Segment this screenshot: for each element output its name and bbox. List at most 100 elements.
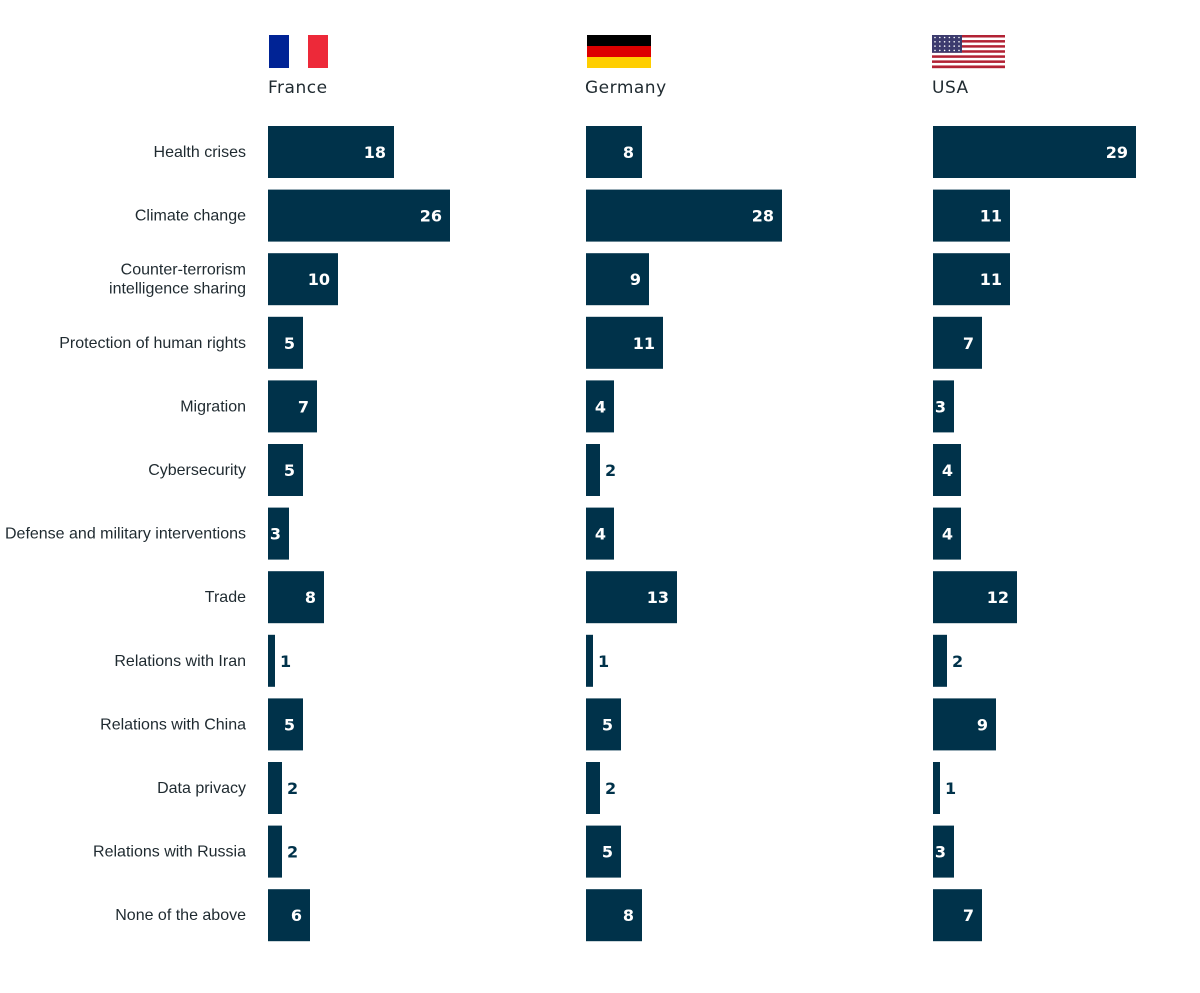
bar-usa bbox=[933, 889, 982, 942]
bar-france bbox=[268, 507, 289, 560]
value-label: 3 bbox=[935, 843, 946, 862]
value-label: 3 bbox=[270, 525, 281, 544]
value-label: 5 bbox=[284, 461, 295, 480]
bar-germany bbox=[586, 380, 614, 433]
value-label: 10 bbox=[308, 270, 330, 289]
bar-usa bbox=[933, 762, 940, 814]
category-label: None of the above bbox=[115, 907, 246, 924]
value-label: 1 bbox=[598, 652, 609, 671]
value-label: 18 bbox=[364, 143, 386, 162]
value-label: 2 bbox=[605, 461, 616, 480]
category-label: Trade bbox=[205, 589, 246, 606]
bar-france bbox=[268, 253, 338, 306]
value-label: 7 bbox=[298, 397, 309, 416]
value-label: 28 bbox=[752, 207, 774, 226]
value-label: 3 bbox=[935, 397, 946, 416]
bar-usa bbox=[933, 126, 1136, 178]
bar-usa bbox=[933, 634, 947, 687]
france-flag-icon bbox=[269, 35, 328, 68]
value-label: 5 bbox=[602, 715, 613, 734]
category-label: Relations with Russia bbox=[93, 844, 246, 861]
bar-usa bbox=[933, 825, 954, 878]
value-label: 4 bbox=[942, 525, 953, 544]
bar-usa bbox=[933, 253, 1010, 306]
country-label-usa: USA bbox=[932, 78, 969, 98]
bar-france bbox=[268, 571, 324, 624]
category-label: Counter-terrorism intelligence sharing bbox=[109, 262, 246, 298]
panel-usa: USA bbox=[932, 35, 1005, 98]
value-label: 12 bbox=[987, 588, 1009, 607]
bar-germany bbox=[586, 507, 614, 560]
value-label: 5 bbox=[284, 715, 295, 734]
category-label: Health crises bbox=[154, 144, 246, 161]
bar-germany bbox=[586, 126, 642, 178]
category-label: Protection of human rights bbox=[59, 335, 246, 352]
bar-germany bbox=[586, 698, 621, 751]
value-label: 2 bbox=[952, 652, 963, 671]
bars: 1826105753815226828911424131525829111173… bbox=[268, 126, 1136, 942]
value-label: 8 bbox=[623, 143, 634, 162]
germany-flag-icon bbox=[587, 35, 651, 68]
bar-germany bbox=[586, 634, 593, 687]
category-label: Defense and military interventions bbox=[5, 526, 246, 543]
bar-germany bbox=[586, 762, 600, 814]
value-label: 8 bbox=[623, 906, 634, 925]
bar-france bbox=[268, 380, 317, 433]
usa-flag-icon bbox=[932, 35, 1005, 69]
value-label: 2 bbox=[287, 779, 298, 798]
category-label: Data privacy bbox=[157, 780, 246, 797]
value-label: 4 bbox=[942, 461, 953, 480]
bar-france bbox=[268, 762, 282, 814]
value-label: 4 bbox=[595, 525, 606, 544]
category-label: Relations with Iran bbox=[114, 653, 246, 670]
bar-usa bbox=[933, 189, 1010, 242]
bar-france bbox=[268, 316, 303, 369]
bar-usa bbox=[933, 698, 996, 751]
bar-france bbox=[268, 444, 303, 496]
value-label: 11 bbox=[980, 270, 1002, 289]
bar-france bbox=[268, 825, 282, 878]
bar-usa bbox=[933, 316, 982, 369]
value-label: 1 bbox=[280, 652, 291, 671]
bar-france bbox=[268, 126, 394, 178]
value-label: 13 bbox=[647, 588, 669, 607]
bar-germany bbox=[586, 189, 782, 242]
bar-germany bbox=[586, 571, 677, 624]
category-label: Climate change bbox=[135, 208, 246, 225]
value-label: 7 bbox=[963, 906, 974, 925]
value-label: 2 bbox=[605, 779, 616, 798]
category-label: Cybersecurity bbox=[148, 462, 246, 479]
bar-germany bbox=[586, 444, 600, 496]
value-label: 4 bbox=[595, 397, 606, 416]
bar-usa bbox=[933, 507, 961, 560]
bar-germany bbox=[586, 253, 649, 306]
value-label: 7 bbox=[963, 334, 974, 353]
value-label: 9 bbox=[977, 715, 988, 734]
country-label-germany: Germany bbox=[585, 78, 667, 98]
value-label: 9 bbox=[630, 270, 641, 289]
category-labels: Health crises Climate change Counter-terro… bbox=[5, 144, 246, 924]
country-label-france: France bbox=[268, 78, 328, 98]
value-label: 2 bbox=[287, 843, 298, 862]
bar-france bbox=[268, 698, 303, 751]
value-label: 5 bbox=[284, 334, 295, 353]
bar-usa bbox=[933, 571, 1017, 624]
bar-usa bbox=[933, 380, 954, 433]
bar-france bbox=[268, 634, 275, 687]
value-label: 1 bbox=[945, 779, 956, 798]
value-label: 8 bbox=[305, 588, 316, 607]
bar-france bbox=[268, 889, 310, 942]
value-label: 29 bbox=[1106, 143, 1128, 162]
bar-france bbox=[268, 189, 450, 242]
bar-germany bbox=[586, 316, 663, 369]
value-label: 6 bbox=[291, 906, 302, 925]
panel-france: France bbox=[268, 35, 328, 98]
value-label: 11 bbox=[980, 207, 1002, 226]
value-label: 26 bbox=[420, 207, 442, 226]
value-label: 11 bbox=[633, 334, 655, 353]
category-label: Relations with China bbox=[100, 716, 246, 733]
bar-usa bbox=[933, 444, 961, 496]
bar-germany bbox=[586, 825, 621, 878]
panel-germany: Germany bbox=[585, 35, 667, 98]
